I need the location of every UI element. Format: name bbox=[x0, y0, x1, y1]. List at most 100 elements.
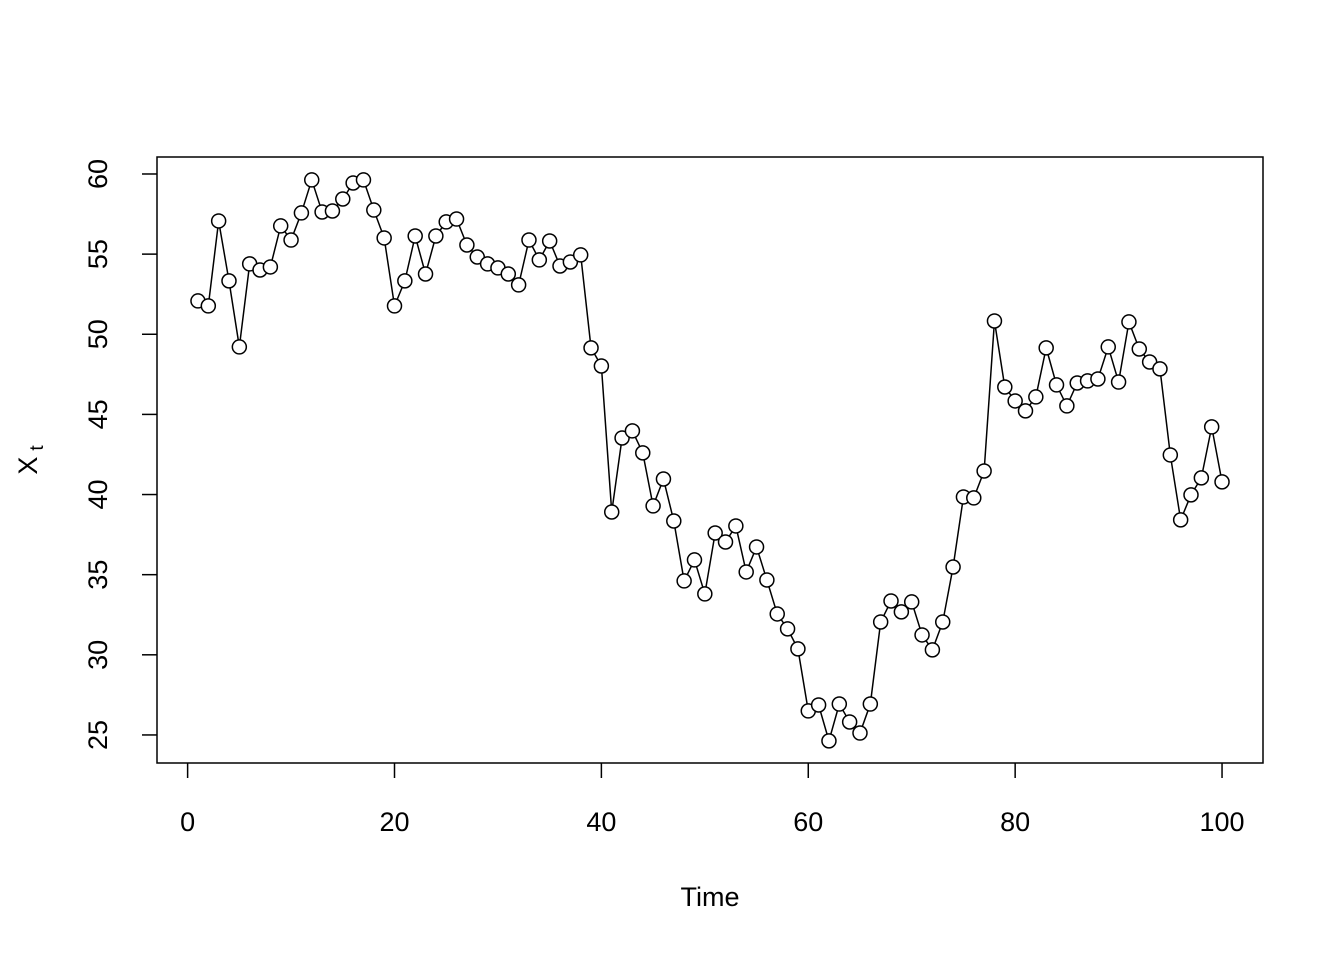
data-point bbox=[417, 266, 434, 282]
data-point bbox=[914, 627, 930, 643]
data-point bbox=[1203, 419, 1220, 435]
series-line bbox=[197, 177, 1223, 744]
data-point bbox=[231, 339, 248, 355]
data-point bbox=[686, 552, 703, 568]
data-point bbox=[1100, 339, 1117, 355]
data-point bbox=[1121, 314, 1137, 330]
y-tick-label: 40 bbox=[83, 480, 113, 510]
data-point bbox=[738, 564, 754, 580]
data-point bbox=[655, 471, 672, 487]
data-point bbox=[324, 203, 341, 219]
y-tick-label: 30 bbox=[83, 640, 113, 670]
data-point bbox=[407, 228, 423, 244]
x-tick-label: 20 bbox=[379, 807, 409, 837]
data-point bbox=[293, 205, 310, 221]
data-point bbox=[810, 697, 827, 713]
data-point bbox=[1152, 361, 1168, 377]
x-axis-label: Time bbox=[681, 882, 740, 912]
data-point bbox=[200, 298, 217, 314]
data-point bbox=[531, 252, 548, 268]
data-point bbox=[759, 572, 775, 588]
data-point bbox=[1017, 403, 1034, 419]
x-tick-label: 60 bbox=[793, 807, 823, 837]
data-point bbox=[997, 379, 1013, 395]
data-point bbox=[1028, 389, 1044, 405]
data-point bbox=[366, 202, 382, 218]
x-tick-label: 100 bbox=[1200, 807, 1245, 837]
data-point bbox=[790, 641, 806, 657]
data-point bbox=[1007, 393, 1023, 409]
data-point bbox=[645, 498, 661, 514]
data-point bbox=[697, 586, 713, 602]
data-point bbox=[593, 358, 610, 374]
data-point bbox=[635, 445, 651, 461]
data-point bbox=[779, 621, 796, 637]
data-point bbox=[717, 534, 734, 550]
y-axis-label-main: X bbox=[13, 457, 43, 475]
data-point bbox=[676, 573, 692, 589]
data-point bbox=[976, 463, 992, 479]
data-point bbox=[852, 725, 868, 741]
data-point bbox=[728, 518, 744, 534]
data-point bbox=[541, 233, 558, 249]
plot-box bbox=[156, 156, 1264, 764]
y-tick-label: 50 bbox=[83, 319, 113, 349]
y-tick-label: 35 bbox=[83, 560, 113, 590]
data-point bbox=[831, 696, 848, 712]
data-point bbox=[1172, 512, 1189, 528]
data-point bbox=[883, 593, 899, 609]
data-point bbox=[893, 604, 910, 620]
data-point bbox=[821, 733, 837, 749]
x-tick-label: 0 bbox=[180, 807, 195, 837]
data-point bbox=[841, 714, 858, 730]
data-point bbox=[272, 218, 289, 234]
data-point bbox=[572, 247, 589, 263]
data-point bbox=[1048, 377, 1065, 393]
data-point bbox=[1110, 374, 1127, 390]
data-point bbox=[872, 614, 889, 630]
data-point bbox=[355, 172, 372, 188]
data-point bbox=[303, 172, 320, 188]
data-point bbox=[986, 313, 1003, 329]
data-point bbox=[1183, 487, 1199, 503]
data-point bbox=[903, 594, 920, 610]
data-point bbox=[386, 298, 403, 314]
data-point bbox=[1162, 447, 1179, 463]
data-point bbox=[1059, 398, 1075, 414]
data-point bbox=[624, 423, 641, 439]
data-point bbox=[924, 642, 941, 658]
y-axis-label: Xt bbox=[13, 445, 48, 475]
data-point bbox=[1214, 474, 1230, 490]
x-tick-label: 80 bbox=[1000, 807, 1030, 837]
data-point bbox=[583, 340, 599, 356]
y-tick-label: 25 bbox=[83, 720, 113, 750]
data-point bbox=[221, 273, 237, 289]
data-point bbox=[945, 559, 961, 575]
y-tick-label: 45 bbox=[83, 399, 113, 429]
data-point bbox=[521, 232, 537, 248]
data-point bbox=[510, 277, 527, 293]
data-point bbox=[459, 237, 475, 253]
y-axis-label-sub: t bbox=[27, 445, 48, 451]
data-point bbox=[376, 230, 392, 246]
data-point bbox=[666, 513, 682, 529]
data-point bbox=[335, 191, 351, 207]
data-point bbox=[769, 606, 785, 622]
data-point bbox=[1038, 340, 1054, 356]
data-point bbox=[1193, 470, 1210, 486]
data-point bbox=[1090, 371, 1106, 387]
data-point bbox=[603, 504, 620, 520]
data-point bbox=[283, 232, 299, 248]
y-axis-label-group: Xt bbox=[13, 445, 48, 475]
data-point bbox=[862, 696, 879, 712]
data-point bbox=[262, 259, 279, 275]
data-point bbox=[397, 273, 413, 289]
data-point bbox=[934, 614, 951, 630]
data-point bbox=[707, 525, 723, 541]
data-point bbox=[428, 228, 444, 244]
x-tick-label: 40 bbox=[586, 807, 616, 837]
y-tick-label: 60 bbox=[83, 159, 113, 189]
data-point bbox=[1131, 341, 1148, 357]
data-point bbox=[448, 211, 465, 227]
